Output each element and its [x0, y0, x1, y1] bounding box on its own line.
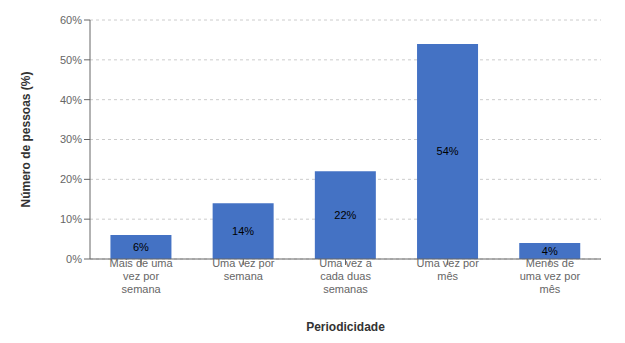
svg-text:Mais de umavez porsemana: Mais de umavez porsemana	[110, 257, 174, 295]
svg-text:Uma vez pormês: Uma vez pormês	[417, 257, 480, 282]
svg-text:Periodicidade: Periodicidade	[306, 320, 385, 334]
svg-text:54%: 54%	[437, 145, 459, 157]
svg-text:22%: 22%	[334, 209, 356, 221]
svg-text:20%: 20%	[60, 173, 82, 185]
svg-text:4%: 4%	[542, 245, 558, 257]
svg-text:14%: 14%	[232, 225, 254, 237]
svg-text:30%: 30%	[60, 133, 82, 145]
svg-text:Número de pessoas (%): Número de pessoas (%)	[19, 71, 33, 207]
svg-text:Uma vez acada duassemanas: Uma vez acada duassemanas	[319, 257, 372, 295]
svg-text:10%: 10%	[60, 213, 82, 225]
svg-text:60%: 60%	[60, 14, 82, 26]
svg-text:6%: 6%	[133, 241, 149, 253]
svg-text:40%: 40%	[60, 94, 82, 106]
svg-text:Menos deuma vez pormês: Menos deuma vez pormês	[520, 257, 581, 295]
svg-text:0%: 0%	[66, 253, 82, 265]
svg-text:Uma vez porsemana: Uma vez porsemana	[212, 257, 275, 282]
svg-text:50%: 50%	[60, 54, 82, 66]
